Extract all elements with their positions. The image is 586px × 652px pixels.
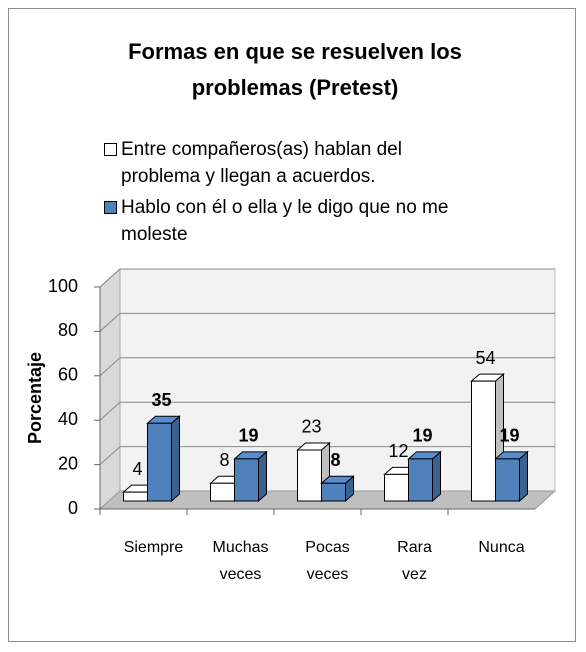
y-tick-label: 80 [58, 320, 78, 340]
bar [146, 415, 181, 503]
bar-front [234, 458, 259, 502]
grid-line [99, 401, 121, 421]
grid-line [99, 268, 121, 288]
data-label: 54 [475, 348, 495, 368]
data-label: 19 [238, 426, 258, 446]
bar [320, 475, 355, 503]
y-tick-label: 20 [58, 453, 78, 473]
legend-label: Entre compañeros(as) hablan del problema… [121, 139, 402, 187]
grid-line [99, 446, 121, 465]
bar [407, 450, 442, 503]
data-label: 8 [219, 450, 229, 470]
x-tick-label: Rara vez [397, 539, 432, 583]
bar [470, 373, 505, 503]
legend-label: Hablo con él o ella y le digo que no me … [121, 197, 449, 245]
data-label: 19 [412, 426, 432, 446]
grid-line [99, 313, 121, 332]
bar-front [495, 458, 520, 502]
chart-title: Formas en que se resuelven los problemas… [128, 39, 462, 100]
side-wall [99, 267, 121, 511]
bar-side [519, 450, 528, 503]
bar-front [147, 422, 172, 502]
grid-line [99, 357, 121, 377]
data-label: 8 [330, 450, 340, 470]
data-label: 35 [151, 390, 171, 410]
bar-front [471, 380, 496, 502]
y-tick-label: 100 [48, 276, 78, 296]
data-label: 12 [388, 441, 408, 461]
bar-front [321, 482, 346, 502]
bar-side [432, 450, 441, 503]
y-axis-label: Porcentaje [25, 352, 45, 444]
bar-front [297, 449, 322, 502]
y-tick-label: 60 [58, 365, 78, 385]
bar-front [210, 482, 235, 502]
data-label: 19 [499, 426, 519, 446]
x-tick-label: Nunca [478, 539, 525, 556]
x-tick-label: Pocas veces [305, 539, 350, 583]
chart-frame [8, 8, 576, 642]
bar-front [123, 491, 148, 502]
y-tick-label: 40 [58, 409, 78, 429]
legend-swatch [104, 201, 117, 214]
bar-front [384, 473, 409, 502]
data-label: 4 [132, 459, 142, 479]
y-tick-label: 0 [68, 498, 78, 518]
legend-item: Hablo con él o ella y le digo que no me … [104, 194, 464, 248]
x-tick-label: Siempre [123, 539, 184, 556]
legend-swatch [104, 143, 117, 156]
legend-item: Entre compañeros(as) hablan del problema… [104, 136, 464, 190]
data-label: 23 [301, 417, 321, 437]
bar [233, 450, 268, 503]
bar [494, 450, 529, 503]
bar-side [171, 415, 180, 503]
bar-side [258, 450, 267, 503]
bar-front [408, 458, 433, 502]
x-tick-label: Muchas veces [212, 539, 269, 583]
